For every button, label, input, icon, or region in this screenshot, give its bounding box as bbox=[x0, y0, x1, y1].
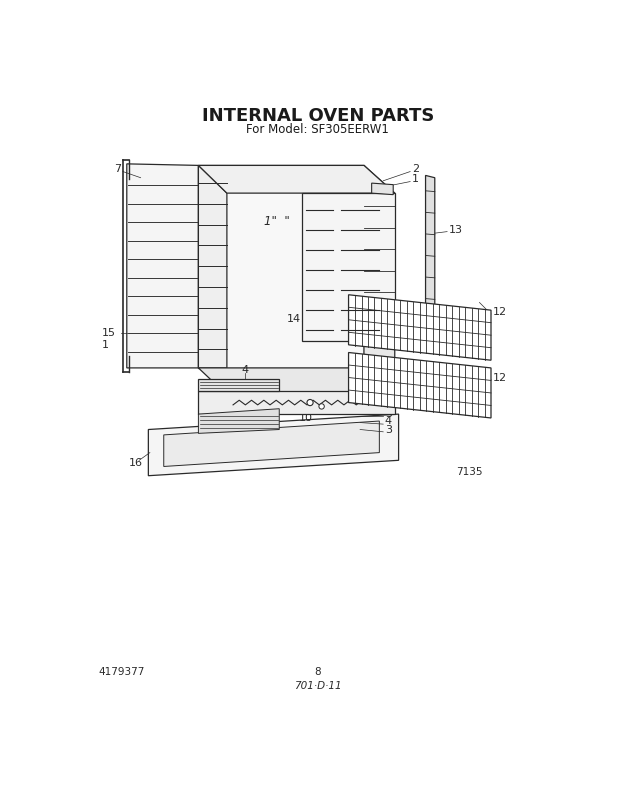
Text: 7135: 7135 bbox=[456, 466, 483, 477]
Text: 14: 14 bbox=[287, 314, 301, 325]
Text: For Model: SF305EERW1: For Model: SF305EERW1 bbox=[246, 123, 389, 136]
Circle shape bbox=[319, 403, 324, 409]
Polygon shape bbox=[198, 409, 279, 433]
Text: 10: 10 bbox=[299, 413, 313, 423]
Text: 8: 8 bbox=[314, 667, 321, 677]
Polygon shape bbox=[348, 352, 491, 418]
Polygon shape bbox=[198, 165, 395, 193]
Polygon shape bbox=[198, 380, 279, 391]
Text: INTERNAL OVEN PARTS: INTERNAL OVEN PARTS bbox=[202, 107, 434, 125]
Polygon shape bbox=[198, 368, 395, 395]
Polygon shape bbox=[371, 183, 393, 195]
Circle shape bbox=[307, 400, 313, 406]
Polygon shape bbox=[303, 193, 395, 341]
Polygon shape bbox=[348, 295, 491, 360]
Text: 1: 1 bbox=[102, 340, 109, 350]
Text: 11: 11 bbox=[306, 320, 320, 330]
Text: 15: 15 bbox=[102, 329, 116, 338]
Polygon shape bbox=[198, 391, 395, 414]
Text: 701·D·11: 701·D·11 bbox=[294, 681, 342, 691]
Polygon shape bbox=[198, 165, 364, 368]
Text: 5: 5 bbox=[385, 409, 392, 419]
Polygon shape bbox=[148, 414, 399, 476]
Text: 1: 1 bbox=[412, 174, 418, 184]
Polygon shape bbox=[425, 176, 435, 318]
Polygon shape bbox=[198, 165, 227, 368]
Polygon shape bbox=[364, 165, 395, 368]
Text: 4: 4 bbox=[385, 416, 392, 426]
Text: 3: 3 bbox=[385, 425, 392, 434]
Text: 1"  ": 1" " bbox=[264, 215, 290, 228]
Polygon shape bbox=[126, 164, 198, 368]
Text: 12: 12 bbox=[492, 307, 507, 317]
Text: 13: 13 bbox=[449, 225, 463, 235]
Text: 4: 4 bbox=[241, 365, 248, 375]
Text: 2: 2 bbox=[412, 164, 419, 174]
Text: 4179377: 4179377 bbox=[99, 667, 144, 677]
Text: 16: 16 bbox=[128, 458, 143, 467]
Text: 6: 6 bbox=[385, 402, 392, 412]
Text: 7: 7 bbox=[114, 164, 122, 174]
Text: 12: 12 bbox=[492, 373, 507, 383]
Polygon shape bbox=[164, 421, 379, 466]
